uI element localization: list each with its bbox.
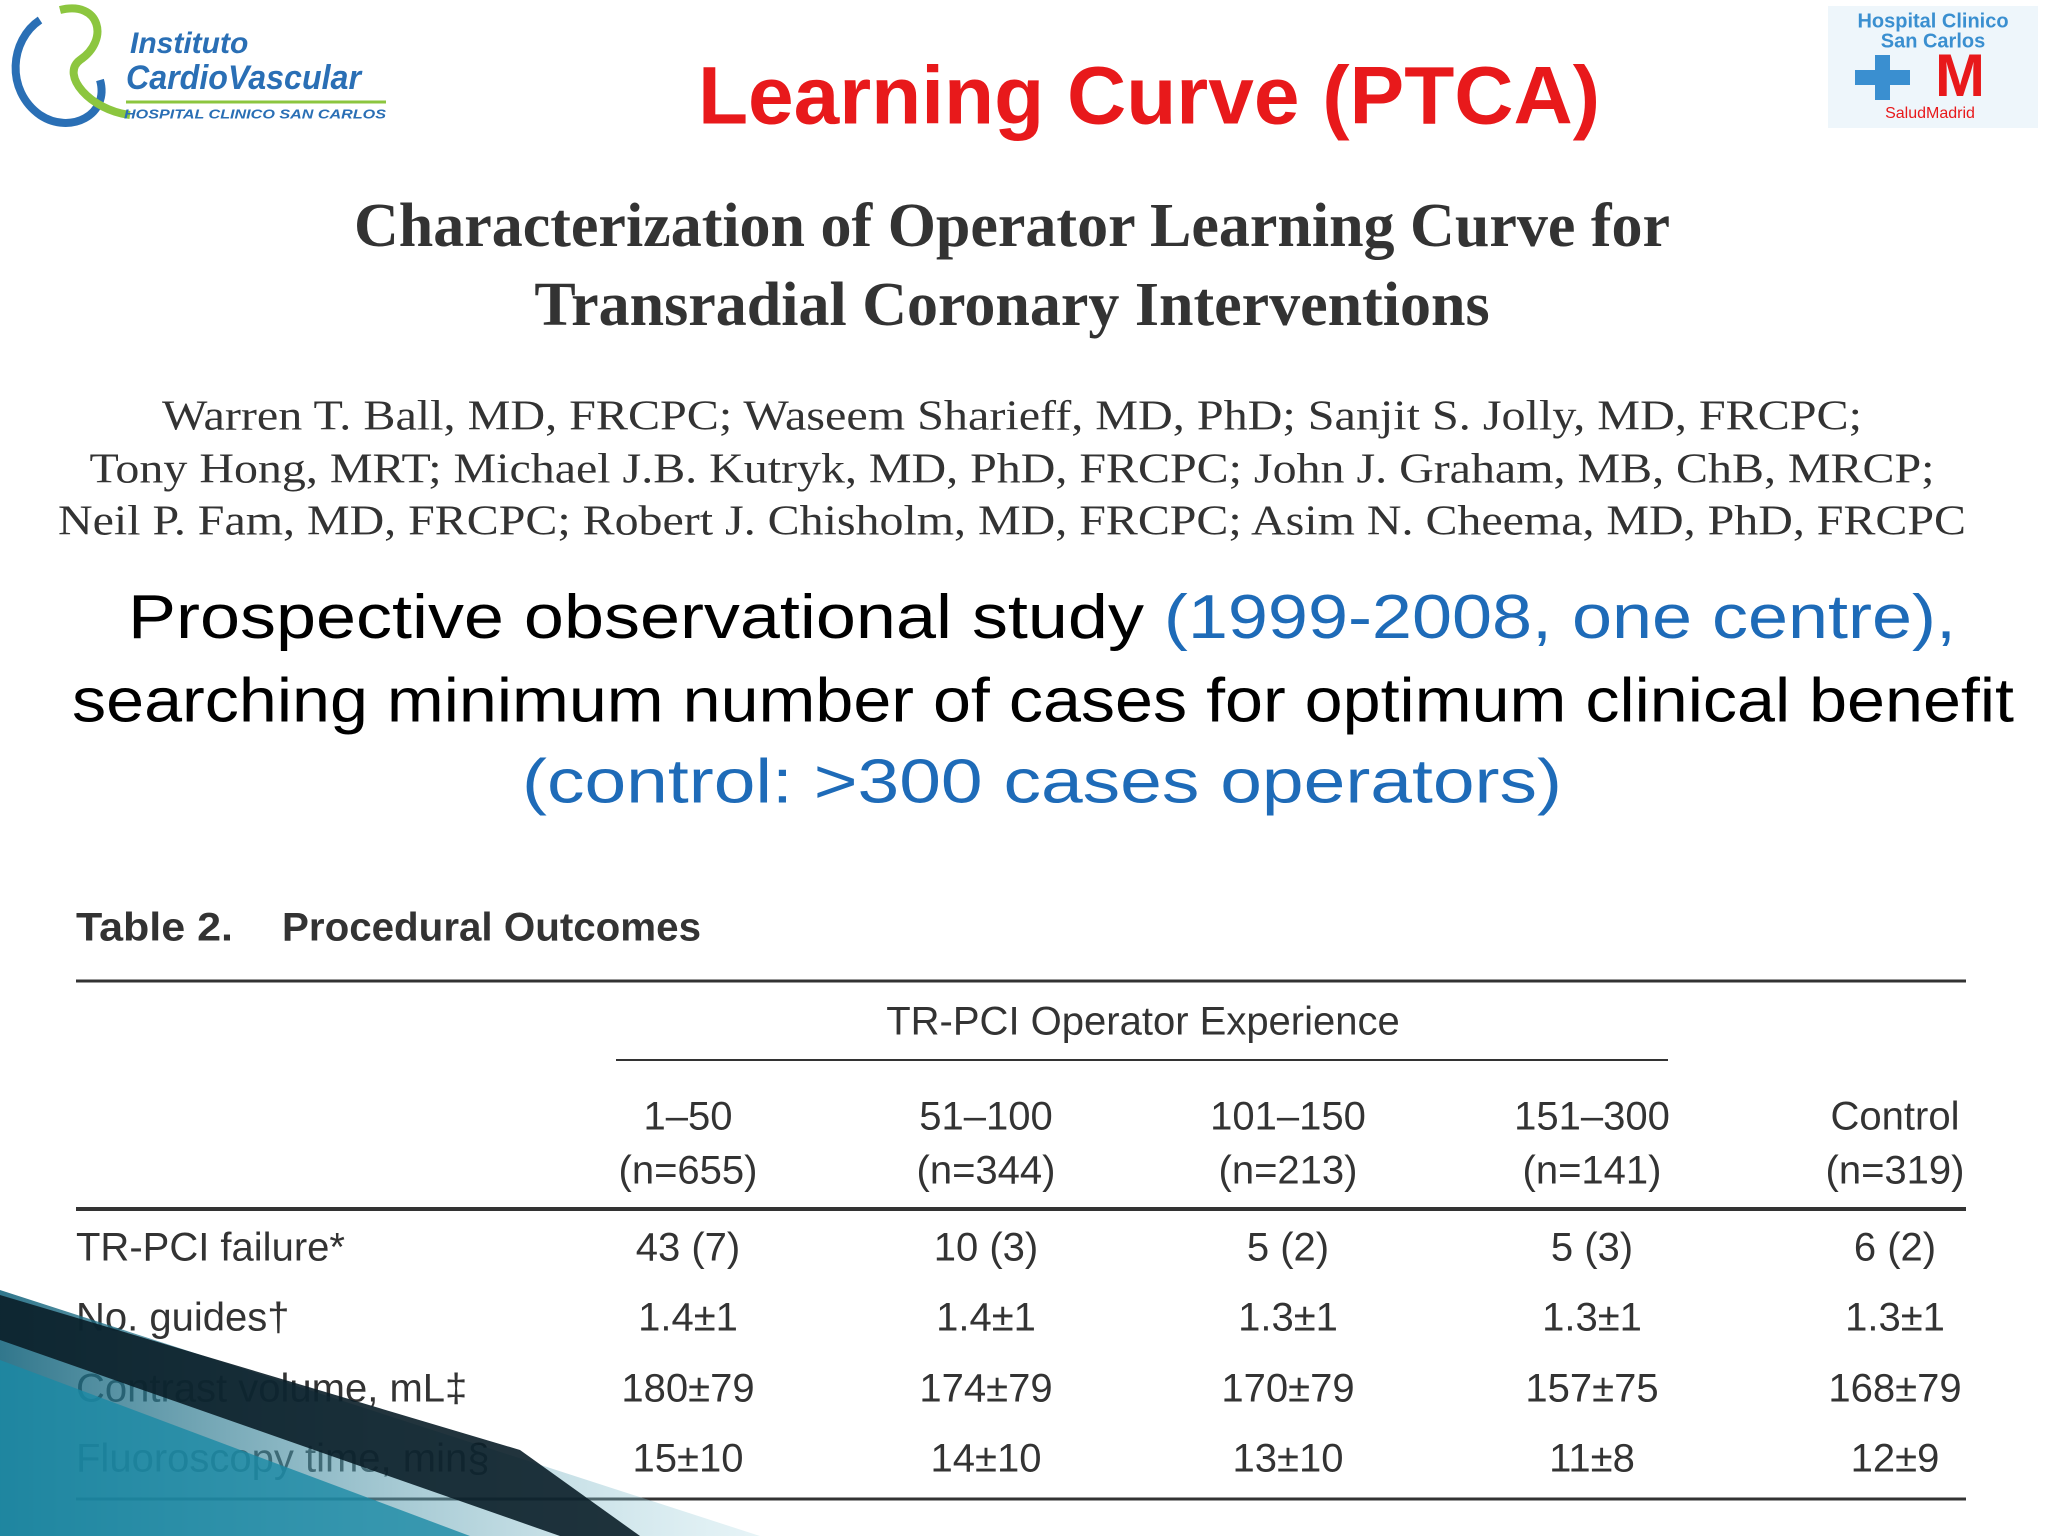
column-header: 51–100 <box>919 1095 1052 1139</box>
table-cell: 168±79 <box>1828 1367 1961 1411</box>
table-cell: 1.3±1 <box>1542 1296 1642 1340</box>
paper-title: Characterization of Operator Learning Cu… <box>354 192 1670 260</box>
column-header: 151–300 <box>1514 1095 1670 1139</box>
summary-line: Prospective observational study (1999-20… <box>128 583 1956 652</box>
table-cell: 5 (3) <box>1551 1226 1633 1270</box>
decoration <box>0 1290 760 1536</box>
column-header: (n=344) <box>917 1149 1056 1193</box>
logo-left: Instituto CardioVascular HOSPITAL CLINIC… <box>11 4 386 127</box>
logo-text: Instituto <box>130 27 248 60</box>
column-header: (n=141) <box>1523 1149 1662 1193</box>
column-header: (n=655) <box>619 1149 758 1193</box>
table-cell: 170±79 <box>1221 1367 1354 1411</box>
table-cell: 1.3±1 <box>1845 1296 1945 1340</box>
logo-text: CardioVascular <box>126 59 363 97</box>
group-header: TR-PCI Operator Experience <box>886 1000 1400 1044</box>
table-cell: 157±75 <box>1525 1367 1658 1411</box>
column-header: 1–50 <box>644 1095 733 1139</box>
logo-text: HOSPITAL CLINICO SAN CARLOS <box>124 106 386 121</box>
table-cell: 174±79 <box>919 1367 1052 1411</box>
summary-line: (control: ˃300 cases operators) <box>522 747 1562 816</box>
table-cell: 10 (3) <box>934 1226 1039 1270</box>
column-header: (n=213) <box>1219 1149 1358 1193</box>
logo-box <box>1828 6 2038 128</box>
logo-text: SaludMadrid <box>1885 105 1975 122</box>
column-header: 101–150 <box>1210 1095 1366 1139</box>
logo-cross <box>1855 55 1910 100</box>
swoosh <box>0 1295 640 1536</box>
table-cell: 1.4±1 <box>638 1296 738 1340</box>
table-cell: 13±10 <box>1233 1437 1344 1481</box>
table-cell: 5 (2) <box>1247 1226 1329 1270</box>
table-cell: 1.4±1 <box>936 1296 1036 1340</box>
paper-authors: Neil P. Fam, MD, FRCPC; Robert J. Chisho… <box>58 499 1966 545</box>
table-cell: 6 (2) <box>1854 1226 1936 1270</box>
paper-authors: Warren T. Ball, MD, FRCPC; Waseem Sharie… <box>162 394 1862 440</box>
paper: Characterization of Operator Learning Cu… <box>58 192 1966 544</box>
table-cell: 180±79 <box>621 1367 754 1411</box>
paper-title: Transradial Coronary Interventions <box>534 271 1489 339</box>
logo-text: Hospital Clinico <box>1857 10 2008 32</box>
column-header: (n=319) <box>1826 1149 1965 1193</box>
table-cell: 11±8 <box>1549 1437 1635 1481</box>
table-cell: 1.3±1 <box>1238 1296 1338 1340</box>
logo-text: San Carlos <box>1881 30 1985 52</box>
summary-text: Prospective observational study <box>128 583 1164 652</box>
table-cell: 15±10 <box>633 1437 744 1481</box>
logo-mark: M <box>1935 42 1985 109</box>
table-cell: 43 (7) <box>636 1226 741 1270</box>
paper-authors: Tony Hong, MRT; Michael J.B. Kutryk, MD,… <box>90 447 1935 493</box>
table-cell: 14±10 <box>931 1437 1042 1481</box>
summary-line: searching minimum number of cases for op… <box>72 666 2014 735</box>
table-caption-label: Table 2. <box>76 906 233 950</box>
table-cell: 12±9 <box>1851 1437 1940 1481</box>
row-label: TR-PCI failure* <box>76 1226 345 1270</box>
logo-right: Hospital Clinico San Carlos M SaludMadri… <box>1828 6 2038 128</box>
summary-highlight: (1999-2008, one centre), <box>1164 583 1956 652</box>
column-header: Control <box>1831 1095 1960 1139</box>
table-caption: Procedural Outcomes <box>282 906 701 950</box>
swoosh <box>0 1360 470 1536</box>
slide-title: Learning Curve (PTCA) <box>698 51 1600 142</box>
